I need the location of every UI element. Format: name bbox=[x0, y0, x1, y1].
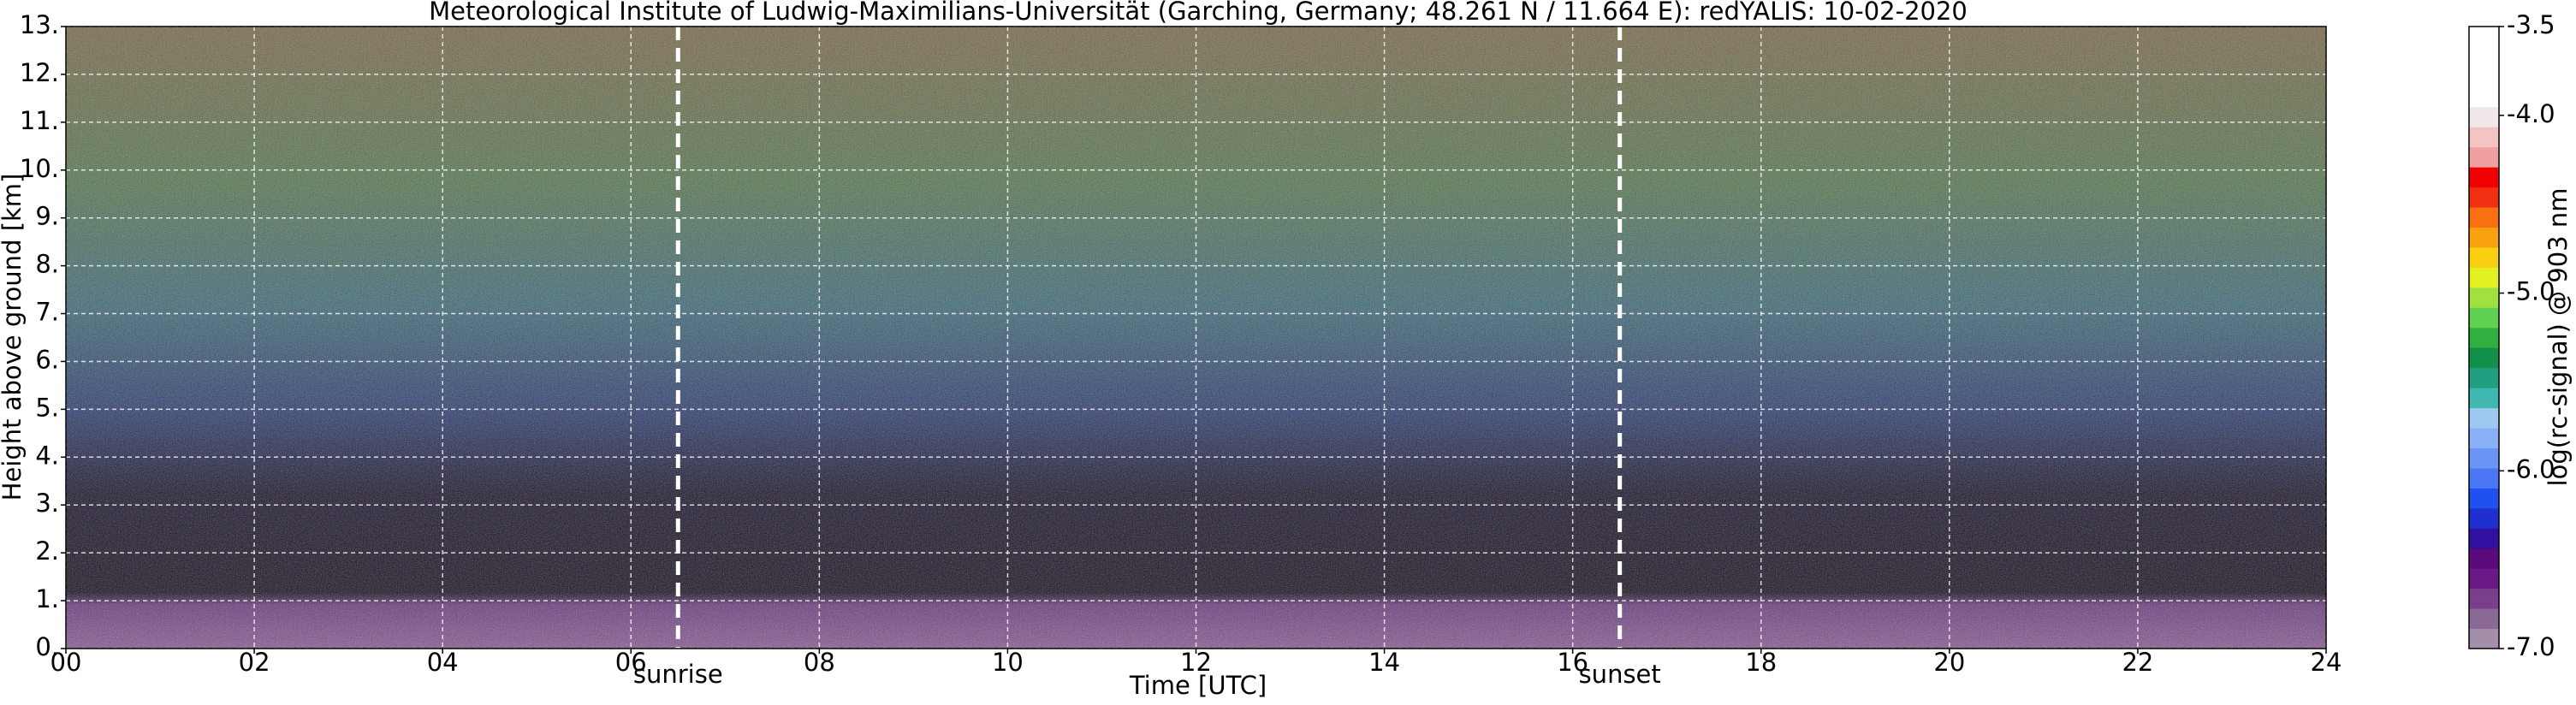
x-axis-label: Time [UTC] bbox=[1129, 671, 1267, 700]
colorbar-tick-label: -7.0 bbox=[2507, 632, 2555, 661]
x-tick-label: 24 bbox=[2311, 648, 2342, 677]
y-tick-label: 12. bbox=[20, 58, 59, 87]
x-tick-label: 00 bbox=[50, 648, 82, 677]
y-tick-label: 7. bbox=[35, 298, 59, 327]
colorbar-segment bbox=[2469, 287, 2499, 308]
colorbar-segment bbox=[2469, 548, 2499, 569]
colorbar-segment bbox=[2469, 187, 2499, 208]
y-tick-label: 13. bbox=[20, 10, 59, 39]
y-tick-label: 3. bbox=[35, 489, 59, 518]
x-tick-label: 18 bbox=[1745, 648, 1777, 677]
y-tick-label: 5. bbox=[35, 393, 59, 422]
y-tick-label: 4. bbox=[35, 441, 59, 470]
colorbar-segment bbox=[2469, 307, 2499, 329]
x-tick-label: 06 bbox=[615, 648, 647, 677]
y-tick-label: 9. bbox=[35, 202, 59, 231]
annotation-label: sunset bbox=[1579, 660, 1661, 689]
colorbar-segment bbox=[2469, 227, 2499, 248]
colorbar-segment bbox=[2469, 628, 2499, 649]
colorbar-frame bbox=[2468, 26, 2500, 649]
colorbar-segment bbox=[2469, 608, 2499, 630]
colorbar-segment bbox=[2469, 46, 2499, 68]
colorbar-segment bbox=[2469, 327, 2499, 348]
colorbar-segment bbox=[2469, 86, 2499, 108]
x-tick-label: 22 bbox=[2122, 648, 2153, 677]
y-tick-label: 11. bbox=[20, 106, 59, 135]
colorbar-segment bbox=[2469, 146, 2499, 168]
annotation-label: sunrise bbox=[633, 660, 723, 689]
colorbar-segment bbox=[2469, 347, 2499, 369]
colorbar-segment bbox=[2469, 428, 2499, 448]
y-tick-label: 1. bbox=[35, 584, 59, 613]
colorbar-label: log(rc-signal) @ 903 nm bbox=[2543, 188, 2573, 487]
x-tick-label: 04 bbox=[427, 648, 459, 677]
colorbar-segment bbox=[2469, 407, 2499, 429]
chart-title: Meteorological Institute of Ludwig-Maxim… bbox=[429, 0, 1968, 26]
colorbar-segment bbox=[2469, 447, 2499, 469]
colorbar-segment bbox=[2469, 267, 2499, 288]
x-tick-label: 16 bbox=[1557, 648, 1588, 677]
x-tick-label: 20 bbox=[1933, 648, 1965, 677]
colorbar-segment bbox=[2469, 27, 2499, 47]
colorbar-segment bbox=[2469, 568, 2499, 589]
colorbar-segment bbox=[2469, 507, 2499, 529]
y-tick-label: 2. bbox=[35, 536, 59, 566]
colorbar-segment bbox=[2469, 488, 2499, 509]
x-tick-label: 08 bbox=[804, 648, 835, 677]
x-tick-label: 12 bbox=[1180, 648, 1212, 677]
colorbar-segment bbox=[2469, 467, 2499, 489]
colorbar-tick-label: -5.0 bbox=[2507, 277, 2555, 306]
colorbar-segment bbox=[2469, 367, 2499, 388]
x-tick-label: 02 bbox=[239, 648, 270, 677]
colorbar-segment bbox=[2469, 588, 2499, 609]
y-tick-label: 6. bbox=[35, 345, 59, 374]
colorbar-segment bbox=[2469, 127, 2499, 148]
y-tick-label: 0. bbox=[35, 632, 59, 661]
colorbar-segment bbox=[2469, 167, 2499, 188]
x-tick-label: 10 bbox=[992, 648, 1024, 677]
colorbar-tick-label: -6.0 bbox=[2507, 454, 2555, 483]
colorbar-tick-label: -3.5 bbox=[2507, 10, 2555, 39]
colorbar-segment bbox=[2469, 106, 2499, 127]
colorbar-segment bbox=[2469, 388, 2499, 409]
colorbar-segment bbox=[2469, 528, 2499, 549]
colorbar-segment bbox=[2469, 207, 2499, 228]
x-tick-label: 14 bbox=[1368, 648, 1400, 677]
y-tick-label: 8. bbox=[35, 250, 59, 279]
y-axis-label: Height above ground [km] bbox=[0, 174, 27, 501]
colorbar-segment bbox=[2469, 246, 2499, 268]
colorbar-tick-label: -4.0 bbox=[2507, 99, 2555, 128]
colorbar-segment bbox=[2469, 66, 2499, 87]
y-tick-label: 10. bbox=[20, 154, 59, 183]
